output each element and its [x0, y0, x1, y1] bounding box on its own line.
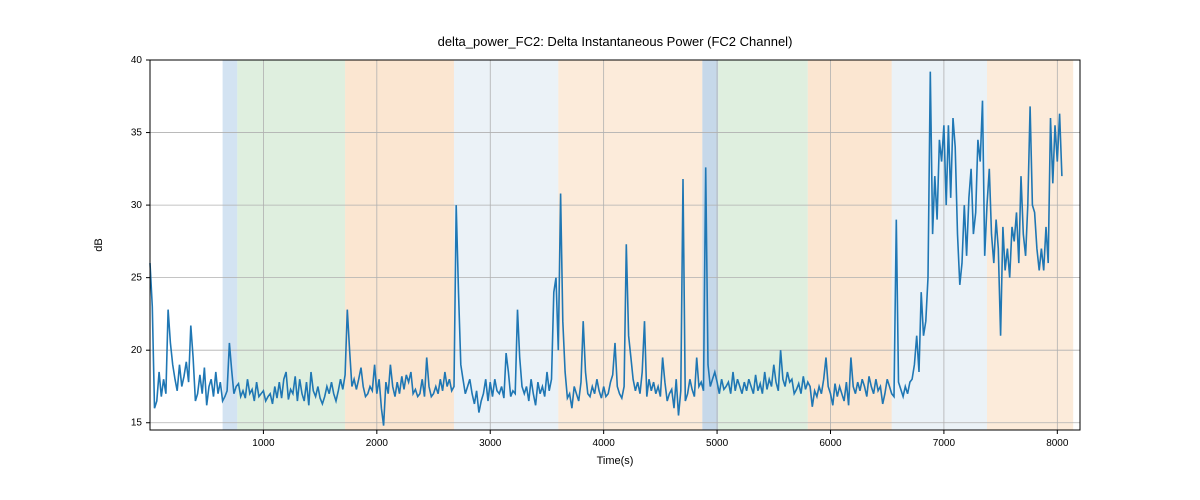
- ytick-label: 15: [131, 418, 143, 429]
- band-6: [718, 60, 808, 430]
- band-0: [223, 60, 238, 430]
- ytick-label: 20: [131, 345, 143, 356]
- chart-svg: 1000 2000 3000 4000 5000 6000 7000 8000 15 20 25 30…: [0, 0, 1200, 500]
- xtick-label: 5000: [706, 438, 729, 449]
- ytick-label: 25: [131, 273, 143, 284]
- xlabel: Time(s): [597, 455, 634, 467]
- band-3: [454, 60, 558, 430]
- xtick-label: 6000: [819, 438, 842, 449]
- band-1: [237, 60, 345, 430]
- xtick-label: 8000: [1046, 438, 1069, 449]
- xtick-label: 1000: [252, 438, 275, 449]
- xtick-label: 2000: [366, 438, 389, 449]
- ylabel: dB: [93, 238, 105, 251]
- ytick-label: 35: [131, 128, 143, 139]
- ytick-label: 30: [131, 200, 143, 211]
- xtick-label: 3000: [479, 438, 502, 449]
- chart-container: 1000 2000 3000 4000 5000 6000 7000 8000 15 20 25 30…: [0, 0, 1200, 500]
- chart-title: delta_power_FC2: Delta Instantaneous Pow…: [438, 34, 793, 49]
- band-8: [892, 60, 987, 430]
- xtick-label: 4000: [593, 438, 616, 449]
- xtick-label: 7000: [933, 438, 956, 449]
- ytick-label: 40: [131, 55, 143, 66]
